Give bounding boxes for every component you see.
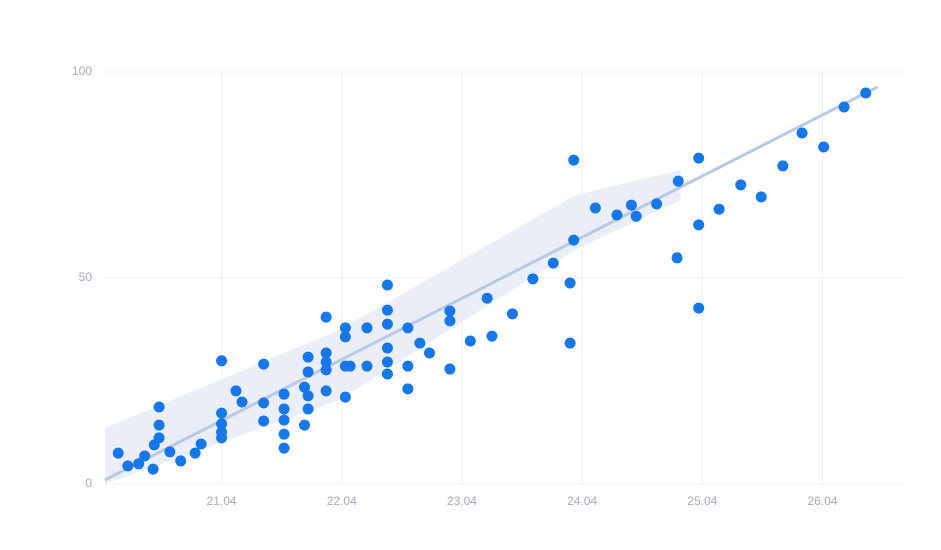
data-point [755, 191, 767, 203]
data-point [139, 450, 151, 462]
data-point [216, 355, 228, 367]
data-point [230, 385, 242, 397]
data-point [444, 305, 456, 317]
data-point [216, 407, 228, 419]
data-point [278, 428, 290, 440]
data-point [189, 447, 201, 459]
data-point [486, 330, 498, 342]
data-point [444, 363, 456, 375]
data-point [860, 87, 872, 99]
data-point [320, 311, 332, 323]
data-point [216, 418, 228, 430]
data-point [414, 337, 426, 349]
data-point [339, 322, 351, 334]
data-point [693, 152, 705, 164]
data-point [195, 438, 207, 450]
data-point [153, 401, 165, 413]
data-point [236, 396, 248, 408]
data-point [671, 252, 683, 264]
data-point [320, 385, 332, 397]
data-point [481, 292, 493, 304]
x-tick-label: 24.04 [567, 494, 597, 508]
data-point [796, 127, 808, 139]
data-point [402, 322, 414, 334]
data-point [506, 308, 518, 320]
data-point [175, 455, 187, 467]
data-point [339, 391, 351, 403]
data-point [344, 360, 356, 372]
data-point [302, 390, 314, 402]
x-tick-label: 25.04 [687, 494, 717, 508]
data-point [838, 101, 850, 113]
data-point [299, 419, 310, 431]
data-point [625, 199, 637, 211]
x-tick-label: 23.04 [447, 494, 477, 508]
data-point [672, 175, 684, 187]
data-point [153, 432, 165, 444]
data-point [735, 179, 747, 191]
data-point [278, 442, 290, 454]
data-point [147, 463, 159, 475]
data-point [339, 331, 351, 343]
data-point [164, 446, 176, 458]
data-point [423, 347, 435, 359]
data-point [402, 383, 414, 395]
data-point [122, 460, 134, 472]
data-point [818, 141, 830, 153]
data-point [320, 347, 332, 359]
data-point [568, 154, 580, 166]
data-point [278, 388, 290, 400]
data-point [464, 335, 476, 347]
data-point [713, 203, 725, 215]
data-point [777, 160, 789, 172]
data-point [361, 360, 373, 372]
y-tick-label: 0 [85, 476, 92, 490]
data-point [302, 351, 314, 363]
y-tick-label: 50 [79, 270, 93, 284]
data-point [402, 360, 414, 372]
data-point [527, 273, 539, 285]
data-point [564, 277, 576, 289]
data-point [258, 358, 270, 370]
data-point [564, 337, 576, 349]
data-point [589, 202, 601, 214]
data-point [278, 414, 290, 426]
data-point [611, 209, 623, 221]
x-tick-label: 21.04 [207, 494, 237, 508]
data-point [216, 432, 228, 444]
data-point [381, 356, 393, 368]
data-point [630, 210, 642, 222]
data-point [361, 322, 373, 334]
data-point [547, 257, 559, 269]
data-point [320, 356, 332, 368]
data-point [444, 315, 456, 327]
data-point [381, 304, 393, 316]
data-point [381, 279, 393, 291]
data-point [278, 403, 290, 415]
data-point [381, 368, 393, 380]
data-point [693, 219, 705, 231]
data-point [133, 458, 145, 470]
data-point [302, 366, 314, 378]
data-point [302, 403, 314, 415]
trend-line [104, 85, 879, 482]
data-point [381, 318, 393, 330]
data-point [651, 198, 663, 210]
x-tick-label: 26.04 [807, 494, 837, 508]
y-tick-label: 100 [72, 64, 92, 78]
data-point [568, 234, 580, 246]
x-tick-label: 22.04 [327, 494, 357, 508]
data-point [320, 364, 332, 376]
data-point [153, 419, 165, 431]
data-point [299, 381, 310, 393]
data-point [112, 447, 124, 459]
data-point [258, 397, 270, 409]
data-point [693, 302, 705, 314]
data-point [258, 415, 270, 427]
data-point [381, 342, 393, 354]
